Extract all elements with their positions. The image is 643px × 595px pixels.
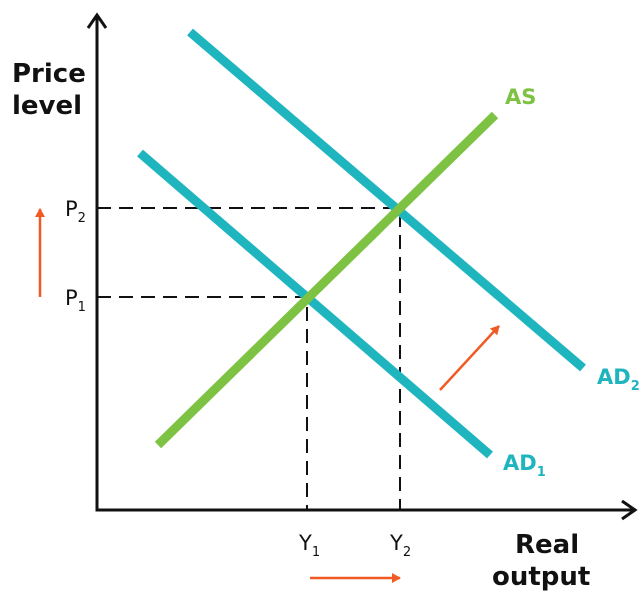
y-arrowhead xyxy=(86,12,108,29)
label-main: Y xyxy=(389,531,403,555)
label-sub: 2 xyxy=(78,211,86,226)
axis-lines xyxy=(95,15,635,512)
y-label: Price xyxy=(12,59,86,89)
as-curve xyxy=(154,111,499,449)
label-sub: 2 xyxy=(631,379,640,394)
label-sub: 2 xyxy=(403,545,411,560)
label-main: AD xyxy=(503,451,537,475)
label-sub: 1 xyxy=(537,465,546,480)
label-main: P xyxy=(65,197,78,221)
label-main: AD xyxy=(597,365,631,389)
output-label: Y1 xyxy=(298,531,320,560)
ad1-curve xyxy=(137,149,493,459)
label-main: P xyxy=(65,286,78,310)
label-main: AS xyxy=(505,85,536,109)
y-label: level xyxy=(12,91,82,121)
label-main: Y xyxy=(298,531,312,555)
output-label: Y2 xyxy=(389,531,411,560)
x-label: output xyxy=(492,562,590,592)
curve-label: AS xyxy=(505,85,536,109)
curve-label: AD2 xyxy=(597,365,640,394)
curve-label: AD1 xyxy=(503,451,546,480)
label-sub: 1 xyxy=(78,300,86,315)
shift-arrow xyxy=(439,325,500,391)
x-label: Real xyxy=(515,530,579,560)
ad2-curve xyxy=(187,28,586,372)
x-arrowhead xyxy=(621,499,638,521)
axes xyxy=(86,12,638,521)
price-label: P1 xyxy=(65,286,86,315)
label-sub: 1 xyxy=(312,545,320,560)
shift-arrows xyxy=(35,208,500,583)
price-label: P2 xyxy=(65,197,86,226)
